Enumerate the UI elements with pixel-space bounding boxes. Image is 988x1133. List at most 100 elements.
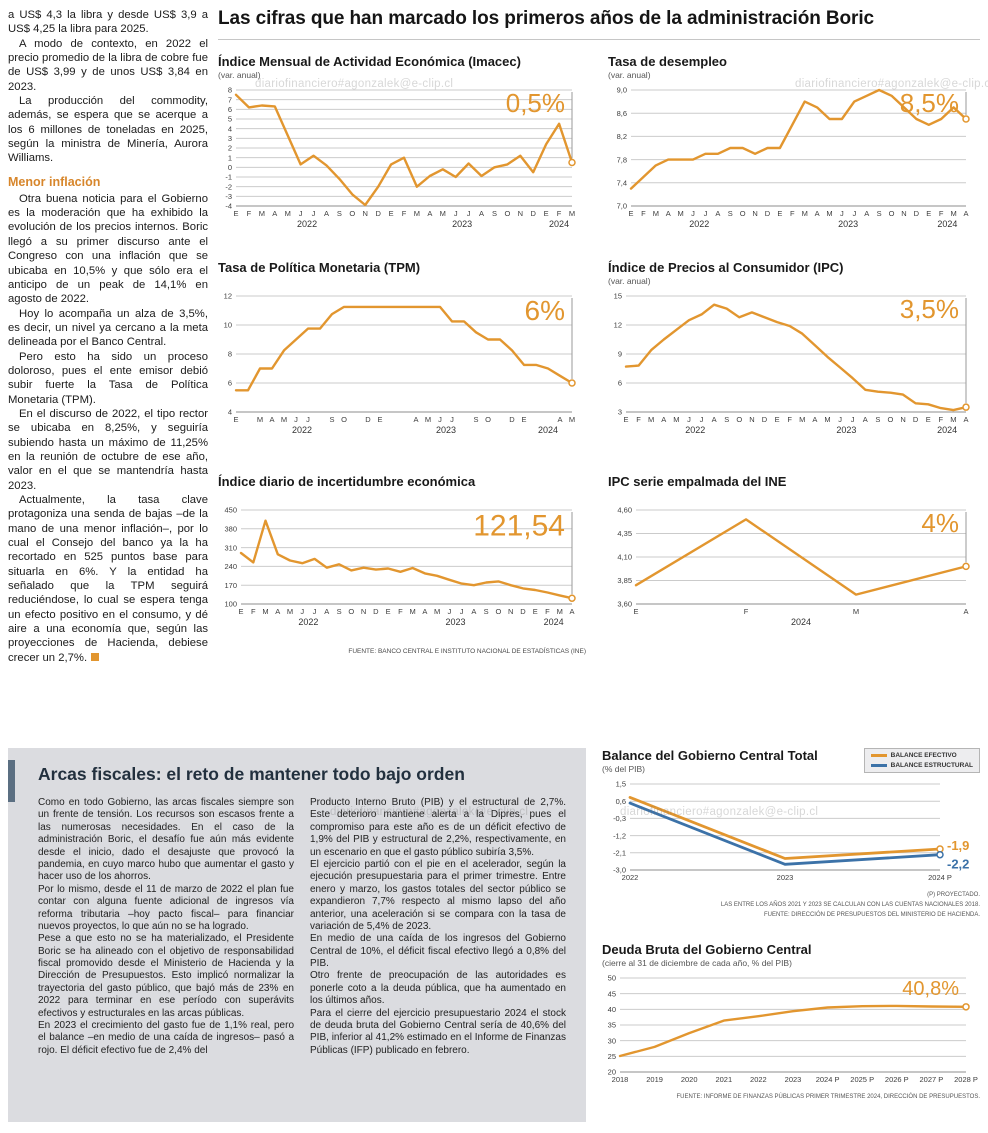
- svg-text:2022: 2022: [622, 873, 639, 882]
- section-subhead: Menor inflación: [8, 174, 101, 189]
- footnote: FUENTE: DIRECCIÓN DE PRESUPUESTOS DEL MI…: [763, 912, 980, 919]
- svg-text:6: 6: [228, 379, 232, 388]
- fiscal-columns: Como en todo Gobierno, las arcas fiscale…: [38, 797, 566, 1057]
- svg-text:M: M: [569, 209, 575, 218]
- fiscal-section: Arcas fiscales: el reto de mantener todo…: [8, 748, 586, 1122]
- svg-text:2022: 2022: [298, 617, 318, 627]
- svg-text:A: A: [269, 415, 274, 424]
- svg-text:2019: 2019: [646, 1075, 663, 1084]
- svg-text:A: A: [557, 415, 562, 424]
- fiscal-column-2: Producto Interno Bruto (PIB) y el estruc…: [310, 797, 566, 1057]
- svg-text:240: 240: [224, 562, 237, 571]
- svg-text:A: A: [812, 415, 817, 424]
- svg-text:J: J: [840, 209, 844, 218]
- svg-text:J: J: [438, 415, 442, 424]
- svg-text:D: D: [531, 209, 537, 218]
- chart-title: Deuda Bruta del Gobierno Central: [602, 942, 812, 957]
- svg-text:-1,2: -1,2: [613, 831, 626, 840]
- legend-swatch-orange-icon: [870, 754, 887, 757]
- svg-text:E: E: [233, 209, 238, 218]
- svg-text:E: E: [777, 209, 782, 218]
- svg-text:J: J: [851, 415, 855, 424]
- svg-text:D: D: [914, 209, 920, 218]
- svg-text:170: 170: [224, 581, 237, 590]
- svg-text:-2,1: -2,1: [613, 849, 626, 858]
- svg-text:2025 P: 2025 P: [850, 1075, 874, 1084]
- chart-block-deuda: Deuda Bruta del Gobierno Central (cierre…: [602, 942, 980, 1102]
- svg-text:M: M: [569, 415, 575, 424]
- svg-text:0,6: 0,6: [616, 797, 626, 806]
- legend-swatch-blue-icon: [870, 764, 887, 767]
- svg-text:8: 8: [228, 86, 232, 95]
- article-paragraph: Pero esto ha sido un proceso doloroso, p…: [8, 350, 208, 406]
- svg-text:A: A: [479, 209, 484, 218]
- svg-text:-3,0: -3,0: [613, 866, 626, 875]
- fiscal-paragraph: Otro frente de preocupación de las autor…: [310, 970, 566, 1007]
- svg-text:N: N: [752, 209, 757, 218]
- svg-text:2024 P: 2024 P: [816, 1075, 840, 1084]
- article-paragraph: La producción del commodity, además, se …: [8, 95, 208, 165]
- fiscal-column-1: Como en todo Gobierno, las arcas fiscale…: [38, 797, 294, 1057]
- svg-text:S: S: [728, 209, 733, 218]
- svg-text:J: J: [299, 209, 303, 218]
- svg-text:O: O: [348, 607, 354, 616]
- svg-text:J: J: [454, 209, 458, 218]
- svg-text:A: A: [569, 607, 574, 616]
- svg-text:N: N: [363, 209, 368, 218]
- chart-block-imacec: Índice Mensual de Actividad Económica (I…: [218, 54, 586, 232]
- svg-text:310: 310: [224, 543, 237, 552]
- svg-text:2023: 2023: [777, 873, 794, 882]
- svg-text:F: F: [545, 607, 550, 616]
- svg-text:7,4: 7,4: [617, 179, 627, 188]
- svg-text:A: A: [427, 209, 432, 218]
- svg-text:M: M: [434, 607, 440, 616]
- svg-text:2023: 2023: [838, 219, 858, 229]
- svg-text:35: 35: [608, 1021, 616, 1030]
- svg-text:J: J: [467, 209, 471, 218]
- chart-title: Índice diario de incertidumbre económica: [218, 474, 476, 489]
- svg-text:O: O: [496, 607, 502, 616]
- svg-text:8,6: 8,6: [617, 109, 627, 118]
- svg-text:45: 45: [608, 989, 616, 998]
- svg-text:M: M: [557, 607, 563, 616]
- ipc-ine-line-chart: 4,60 4,35 4,10 3,85 3,60 E F M A 2024 4%: [608, 502, 980, 630]
- svg-text:O: O: [341, 415, 347, 424]
- svg-text:N: N: [508, 607, 513, 616]
- desempleo-line-chart: 9,0 8,6 8,2 7,8 7,4 7,0 E F M A M J J A S O N D E F M A M J J A S O…: [608, 82, 980, 232]
- svg-text:A: A: [715, 209, 720, 218]
- article-paragraph: A modo de contexto, en 2022 el precio pr…: [8, 37, 208, 93]
- svg-text:40,8%: 40,8%: [902, 978, 959, 1000]
- article-paragraph-text: Actualmente, la tasa clave protagoniza u…: [8, 494, 208, 664]
- svg-text:S: S: [337, 209, 342, 218]
- article-paragraph: a US$ 4,3 la libra y desde US$ 3,9 a US$…: [8, 9, 208, 36]
- svg-text:8,2: 8,2: [617, 132, 627, 141]
- chart-title: Índice Mensual de Actividad Económica (I…: [218, 54, 521, 69]
- svg-text:A: A: [324, 209, 329, 218]
- svg-text:450: 450: [224, 506, 237, 515]
- svg-text:2024 P: 2024 P: [928, 873, 952, 882]
- chart-block-tpm: Tasa de Política Monetaria (TPM) 12 10 8 6 4…: [218, 260, 586, 438]
- fiscal-paragraph: En medio de una caída de los ingresos de…: [310, 933, 566, 970]
- main-headline: Las cifras que han marcado los primeros …: [218, 8, 980, 40]
- svg-text:8: 8: [228, 350, 232, 359]
- chart-block-balance: Balance del Gobierno Central Total (% de…: [602, 748, 980, 921]
- svg-text:A: A: [413, 415, 418, 424]
- svg-text:2023: 2023: [836, 425, 856, 435]
- svg-text:2021: 2021: [715, 1075, 732, 1084]
- svg-text:A: A: [275, 607, 280, 616]
- svg-text:M: M: [799, 415, 805, 424]
- svg-text:J: J: [460, 607, 464, 616]
- svg-text:F: F: [557, 209, 562, 218]
- svg-text:2018: 2018: [612, 1075, 629, 1084]
- svg-text:M: M: [285, 209, 291, 218]
- ipc_ine-chart-svg: 4,60 4,35 4,10 3,85 3,60E F M A 2024 4%: [617, 506, 970, 627]
- svg-text:M: M: [824, 415, 830, 424]
- article-paragraph: Actualmente, la tasa clave protagoniza u…: [8, 493, 208, 665]
- svg-text:2022: 2022: [750, 1075, 767, 1084]
- svg-text:6: 6: [618, 379, 622, 388]
- svg-text:0,5%: 0,5%: [506, 88, 565, 118]
- svg-text:M: M: [410, 607, 416, 616]
- chart-legend: BALANCE EFECTIVO BALANCE ESTRUCTURAL: [863, 748, 980, 773]
- deuda-footnote: FUENTE: INFORME DE FINANZAS PÚBLICAS PRI…: [602, 1092, 981, 1102]
